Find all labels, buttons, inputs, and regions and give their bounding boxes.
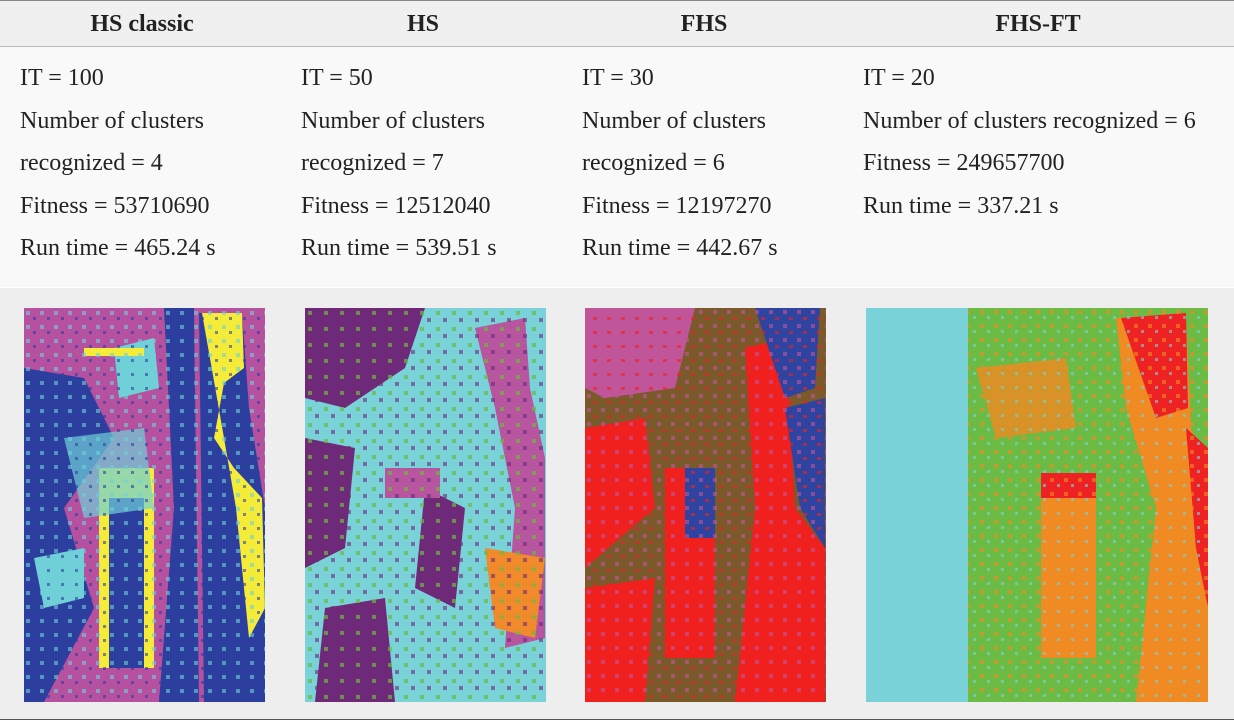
table-body: [0, 47, 1234, 287]
cell-line: Run time = 442.67 s: [582, 235, 778, 261]
table-cell: IT = 100 Number of clusters recognized = …: [20, 57, 270, 270]
cell-line: IT = 50: [301, 65, 373, 91]
cluster-image: [866, 308, 1208, 702]
table-cell: IT = 30 Number of clusters recognized = 6…: [582, 57, 832, 270]
table-header: HS classic HS FHS FHS-FT: [0, 0, 1234, 47]
header-cell: FHS-FT: [995, 11, 1081, 37]
cell-line: Run time = 337.21 s: [863, 192, 1059, 219]
header-cell: HS: [406, 11, 439, 37]
cell-line: IT = 100: [20, 65, 104, 91]
cell-line: Run time = 465.24 s: [20, 235, 216, 261]
cell-line: Run time = 539.51 s: [301, 235, 497, 261]
header-cell: FHS: [680, 11, 728, 37]
cell-line: Fitness = 249657700: [863, 150, 1065, 176]
cell-line: Number of clusters recognized = 4: [20, 107, 204, 177]
cluster-image: [585, 308, 826, 702]
header-cell: HS classic: [90, 11, 194, 37]
cell-line: IT = 20: [863, 65, 935, 91]
cell-line: Number of clusters recognized = 6: [863, 107, 1196, 134]
cell-line: Fitness = 12197270: [582, 192, 772, 219]
cluster-image: [305, 308, 546, 702]
cell-line: IT = 30: [582, 65, 654, 91]
cell-line: Fitness = 53710690: [20, 192, 210, 219]
table-cell: IT = 50 Number of clusters recognized = 7…: [301, 57, 551, 270]
table-cell: IT = 20 Number of clusters recognized = 6…: [863, 57, 1213, 227]
cell-line: Number of clusters recognized = 7: [301, 107, 485, 177]
cell-line: Number of clusters recognized = 6: [582, 107, 766, 177]
cell-line: Fitness = 12512040: [301, 192, 491, 219]
cluster-image: [24, 308, 265, 702]
